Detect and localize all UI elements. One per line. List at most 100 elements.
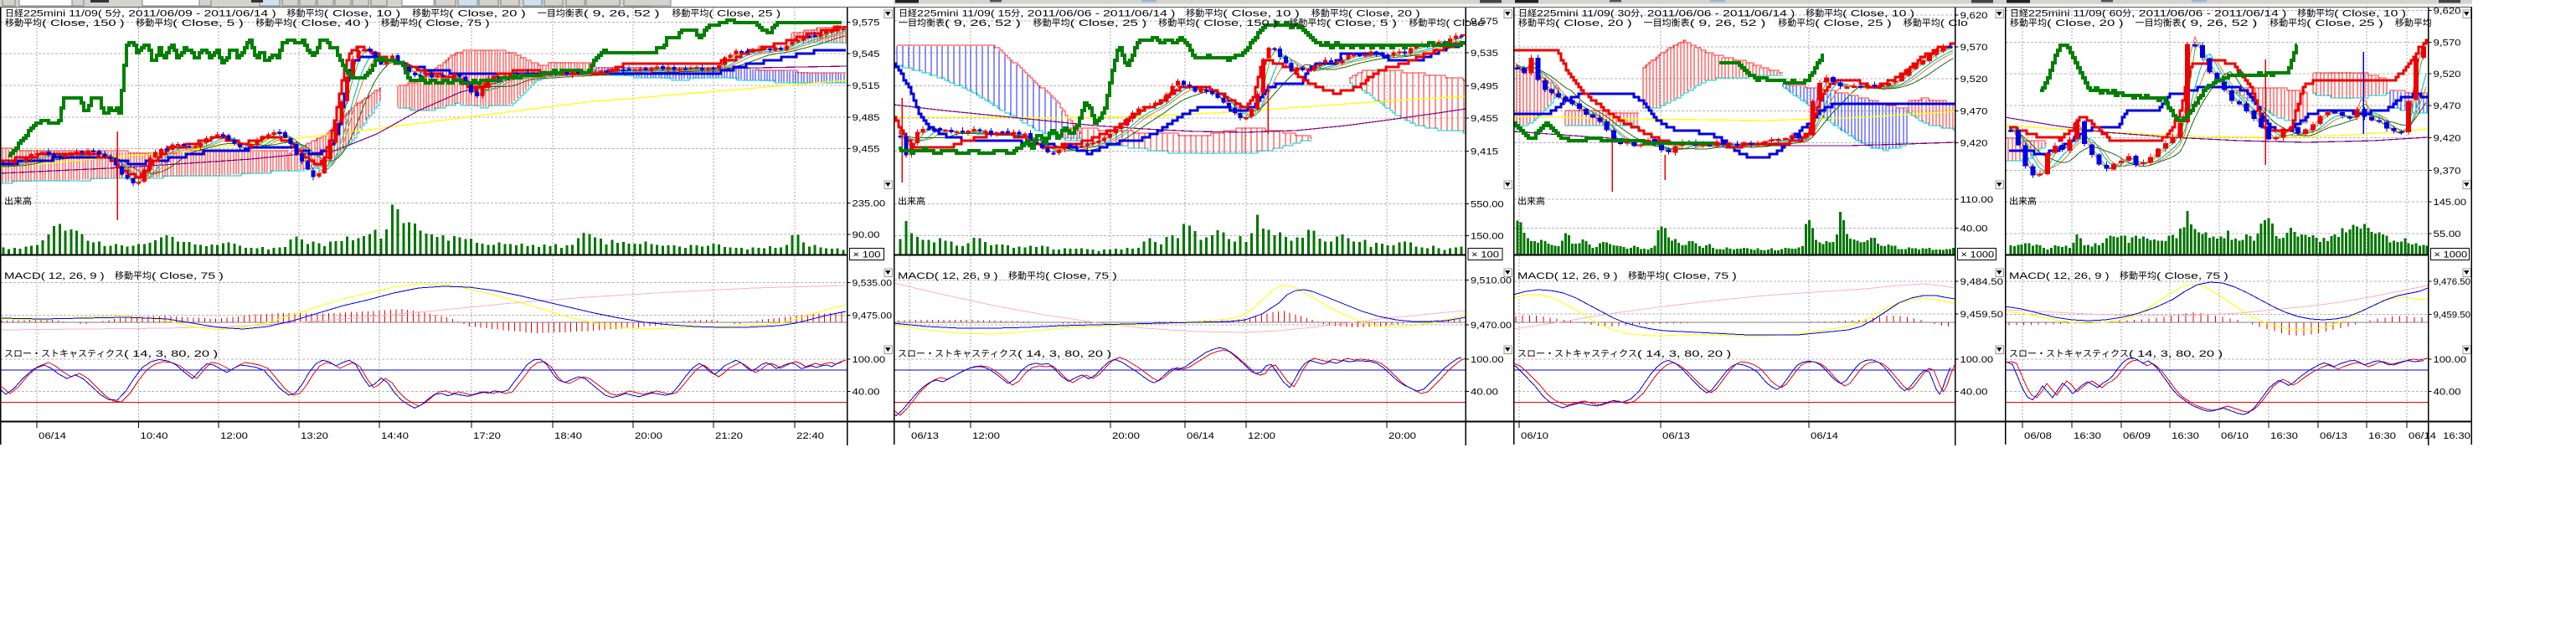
svg-text:9,420: 9,420 (2434, 134, 2461, 144)
svg-text:06/10: 06/10 (1521, 431, 1548, 441)
svg-text:( 14, 3, 80, 20 ): ( 14, 3, 80, 20 ) (1637, 349, 1731, 359)
svg-text:225mini 11/09( 60: 225mini 11/09( 60 (2028, 9, 2122, 19)
svg-text:( Close, 25 ): ( Close, 25 ) (2306, 18, 2395, 28)
svg-text:9,470.00: 9,470.00 (1471, 321, 1512, 331)
svg-text:( Close, 10 ): ( Close, 10 ) (1842, 9, 1914, 19)
svg-text:9,415: 9,415 (1471, 147, 1498, 157)
svg-text:16:30: 16:30 (2368, 431, 2396, 441)
svg-text:100.00: 100.00 (853, 355, 886, 365)
svg-text:06/14: 06/14 (1187, 431, 1214, 441)
svg-text:100.00: 100.00 (1960, 355, 1994, 365)
svg-text:( Close, 25 ): ( Close, 25 ) (1815, 18, 1904, 28)
svg-text:40.00: 40.00 (1960, 388, 1988, 398)
svg-text:9,575: 9,575 (1471, 17, 1498, 27)
svg-text:550.00: 550.00 (1471, 200, 1504, 210)
svg-text:06/14: 06/14 (2409, 431, 2436, 441)
svg-text:MACD( 12, 26, 9 ): MACD( 12, 26, 9 ) (898, 271, 1008, 281)
svg-text:9,620: 9,620 (1960, 11, 1988, 21)
svg-text:06/10: 06/10 (2221, 431, 2249, 441)
svg-text:06/13: 06/13 (2320, 431, 2347, 441)
svg-text:14:40: 14:40 (381, 431, 409, 441)
svg-text:9,575: 9,575 (853, 18, 880, 28)
svg-text:9,485: 9,485 (853, 113, 880, 123)
svg-text:MACD( 12, 26, 9 ): MACD( 12, 26, 9 ) (4, 271, 115, 281)
svg-text:9,484.50: 9,484.50 (1960, 277, 2004, 287)
svg-text:( Clo: ( Clo (1940, 18, 1968, 28)
svg-text:9,476.50: 9,476.50 (2434, 277, 2471, 287)
svg-text:17:20: 17:20 (473, 431, 501, 441)
svg-text:9,459.50: 9,459.50 (1960, 310, 2004, 320)
svg-text:( 9, 26, 52 ): ( 9, 26, 52 ) (584, 9, 672, 19)
svg-text:× 100: × 100 (1471, 250, 1499, 260)
svg-text:55.00: 55.00 (2434, 229, 2461, 239)
svg-text:12:00: 12:00 (972, 431, 1000, 441)
svg-text:16:30: 16:30 (2270, 431, 2298, 441)
svg-text:( Close, 10 ): ( Close, 10 ) (2334, 9, 2406, 19)
svg-text:( Close, 40 ): ( Close, 40 ) (292, 18, 381, 28)
svg-text:× 100: × 100 (853, 250, 881, 260)
svg-text:10:40: 10:40 (141, 431, 168, 441)
svg-text:225mini 11/09( 15: 225mini 11/09( 15 (917, 9, 1011, 19)
svg-text:9,370: 9,370 (2434, 166, 2461, 176)
svg-text:9,620: 9,620 (2434, 7, 2461, 17)
svg-text:( Close, 75 ): ( Close, 75 ) (1665, 271, 1737, 281)
svg-text:9,495: 9,495 (1471, 82, 1498, 92)
svg-text:9,455: 9,455 (1471, 114, 1498, 124)
svg-text:( Close, 75 ): ( Close, 75 ) (152, 271, 224, 281)
svg-text:( Close, 5 ): ( Close, 5 ) (173, 18, 255, 28)
svg-text:9,570: 9,570 (2434, 38, 2461, 48)
svg-text:MACD( 12, 26, 9 ): MACD( 12, 26, 9 ) (1517, 271, 1628, 281)
svg-text:13:20: 13:20 (301, 431, 328, 441)
svg-text:40.00: 40.00 (1960, 224, 1988, 234)
svg-text:( Close, 75 ): ( Close, 75 ) (1045, 271, 1117, 281)
svg-text:22:40: 22:40 (796, 431, 824, 441)
svg-text:12:00: 12:00 (1248, 431, 1275, 441)
svg-text:, 2011/06/06 - 2011/06/14 ): , 2011/06/06 - 2011/06/14 ) (1020, 9, 1186, 19)
svg-text:9,535: 9,535 (1471, 49, 1498, 59)
svg-text:06/13: 06/13 (911, 431, 939, 441)
svg-text:235.00: 235.00 (853, 198, 886, 208)
svg-text:9,545: 9,545 (853, 49, 880, 59)
svg-text:12:00: 12:00 (220, 431, 248, 441)
svg-text:× 1000: × 1000 (2434, 250, 2468, 260)
svg-text:16:30: 16:30 (2074, 431, 2101, 441)
svg-text:9,520: 9,520 (1960, 75, 1988, 85)
svg-text:( Close, 150 ): ( Close, 150 ) (42, 18, 136, 28)
svg-text:21:20: 21:20 (715, 431, 743, 441)
svg-text:06/09: 06/09 (2123, 431, 2151, 441)
svg-text:100.00: 100.00 (2434, 355, 2467, 365)
svg-text:18:40: 18:40 (554, 431, 582, 441)
svg-text:( Close, 75 ): ( Close, 75 ) (418, 18, 490, 28)
svg-text:16:30: 16:30 (2172, 431, 2199, 441)
svg-text:9,520: 9,520 (2434, 69, 2461, 80)
svg-text:06/14: 06/14 (1811, 431, 1838, 441)
svg-text:20:00: 20:00 (1388, 431, 1416, 441)
svg-text:( 9, 26, 52 ): ( 9, 26, 52 ) (2182, 18, 2270, 28)
svg-text:( Close, 20 ): ( Close, 20 ) (449, 9, 538, 19)
svg-text:( Close, 10 ): ( Close, 10 ) (324, 9, 413, 19)
svg-text:90.00: 90.00 (853, 230, 880, 240)
svg-text:9,455: 9,455 (853, 145, 880, 155)
svg-text:( Close, 75 ): ( Close, 75 ) (2156, 271, 2228, 281)
svg-text:06/14: 06/14 (39, 431, 66, 441)
svg-text:( Close, 5 ): ( Close, 5 ) (1326, 18, 1409, 28)
svg-text:× 1000: × 1000 (1961, 250, 1995, 260)
svg-text:40.00: 40.00 (2434, 388, 2461, 398)
svg-text:( 14, 3, 80, 20 ): ( 14, 3, 80, 20 ) (124, 349, 218, 359)
svg-text:225mini 11/09( 30: 225mini 11/09( 30 (1537, 9, 1631, 19)
svg-text:( Close, 20 ): ( Close, 20 ) (1555, 18, 1644, 28)
svg-text:( 9, 26, 52 ): ( 9, 26, 52 ) (1690, 18, 1779, 28)
svg-text:9,470: 9,470 (2434, 101, 2461, 111)
svg-text:( 9, 26, 52 ): ( 9, 26, 52 ) (945, 18, 1033, 28)
svg-text:( Close, 20 ): ( Close, 20 ) (2047, 18, 2136, 28)
svg-text:40.00: 40.00 (1471, 388, 1498, 398)
svg-text:16:30: 16:30 (2443, 431, 2470, 441)
svg-text:, 2011/06/06 - 2011/06/14 ): , 2011/06/06 - 2011/06/14 ) (1640, 9, 1806, 19)
svg-text:9,535.00: 9,535.00 (853, 279, 893, 289)
svg-text:9,510.00: 9,510.00 (1471, 275, 1512, 285)
svg-text:( Close, 20 ): ( Close, 20 ) (1348, 9, 1420, 19)
svg-text:06/13: 06/13 (1662, 431, 1690, 441)
svg-text:MACD( 12, 26, 9 ): MACD( 12, 26, 9 ) (2009, 271, 2120, 281)
svg-text:225mini 11/09( 5: 225mini 11/09( 5 (23, 9, 112, 19)
svg-text:, 2011/06/09 - 2011/06/14 ): , 2011/06/09 - 2011/06/14 ) (121, 9, 287, 19)
